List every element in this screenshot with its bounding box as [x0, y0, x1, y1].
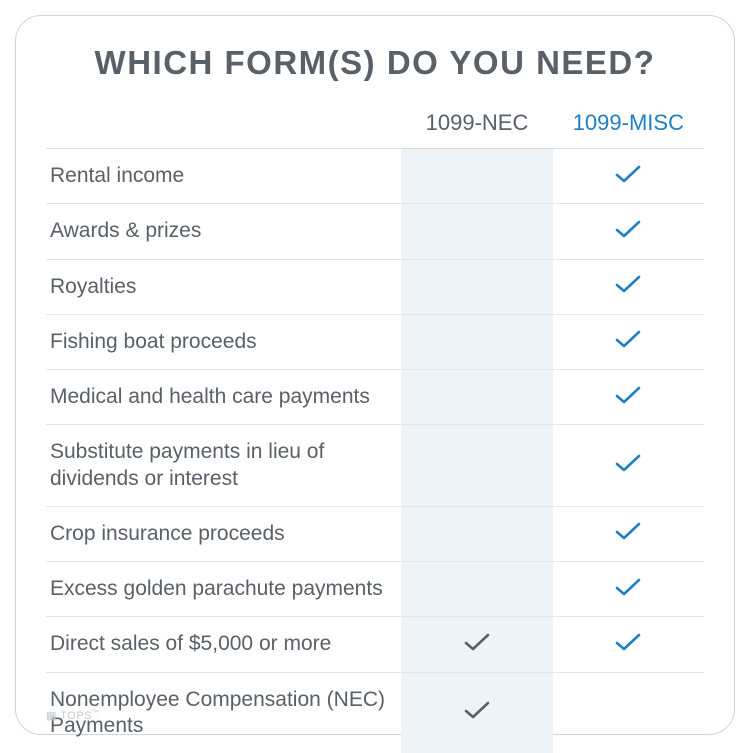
check-icon — [615, 385, 641, 405]
table-header-row: 1099-NEC 1099-MISC — [46, 100, 704, 149]
cell-misc — [553, 506, 704, 561]
table-row: Nonemployee Compensation (NEC) Payments — [46, 672, 704, 753]
table-row: Direct sales of $5,000 or more — [46, 617, 704, 672]
check-icon — [615, 164, 641, 184]
row-label: Substitute payments in lieu of dividends… — [46, 425, 401, 507]
table-row: Rental income — [46, 149, 704, 204]
table-row: Fishing boat proceeds — [46, 314, 704, 369]
row-label: Awards & prizes — [46, 204, 401, 259]
cell-nec — [401, 370, 552, 425]
table-row: Awards & prizes — [46, 204, 704, 259]
row-label: Fishing boat proceeds — [46, 314, 401, 369]
cell-misc — [553, 259, 704, 314]
cell-misc — [553, 149, 704, 204]
cell-nec — [401, 425, 552, 507]
header-nec: 1099-NEC — [401, 100, 552, 149]
header-blank — [46, 100, 401, 149]
check-icon — [615, 521, 641, 541]
cell-nec — [401, 506, 552, 561]
cell-misc — [553, 617, 704, 672]
row-label: Crop insurance proceeds — [46, 506, 401, 561]
comparison-card: WHICH FORM(S) DO YOU NEED? 1099-NEC 1099… — [15, 15, 735, 735]
table-row: Royalties — [46, 259, 704, 314]
cell-misc — [553, 425, 704, 507]
brand-text: TOPS — [60, 710, 92, 722]
cell-nec — [401, 314, 552, 369]
cell-misc — [553, 370, 704, 425]
row-label: Direct sales of $5,000 or more — [46, 617, 401, 672]
row-label: Rental income — [46, 149, 401, 204]
check-icon — [615, 219, 641, 239]
cell-nec — [401, 562, 552, 617]
check-icon — [464, 700, 490, 720]
check-icon — [615, 329, 641, 349]
cell-nec — [401, 672, 552, 753]
check-icon — [615, 577, 641, 597]
cell-misc — [553, 672, 704, 753]
row-label: Excess golden parachute payments — [46, 562, 401, 617]
header-misc: 1099-MISC — [553, 100, 704, 149]
cell-misc — [553, 204, 704, 259]
comparison-table: 1099-NEC 1099-MISC Rental incomeAwards &… — [46, 100, 704, 753]
table-row: Medical and health care payments — [46, 370, 704, 425]
check-icon — [615, 453, 641, 473]
page-title: WHICH FORM(S) DO YOU NEED? — [46, 44, 704, 82]
brand-mark: ▦ TOPS™ — [46, 709, 100, 722]
cell-nec — [401, 259, 552, 314]
row-label: Royalties — [46, 259, 401, 314]
check-icon — [615, 632, 641, 652]
table-row: Substitute payments in lieu of dividends… — [46, 425, 704, 507]
check-icon — [464, 632, 490, 652]
cell-nec — [401, 204, 552, 259]
table-row: Crop insurance proceeds — [46, 506, 704, 561]
row-label: Medical and health care payments — [46, 370, 401, 425]
cell-nec — [401, 149, 552, 204]
cell-misc — [553, 562, 704, 617]
cell-misc — [553, 314, 704, 369]
cell-nec — [401, 617, 552, 672]
table-row: Excess golden parachute payments — [46, 562, 704, 617]
check-icon — [615, 274, 641, 294]
